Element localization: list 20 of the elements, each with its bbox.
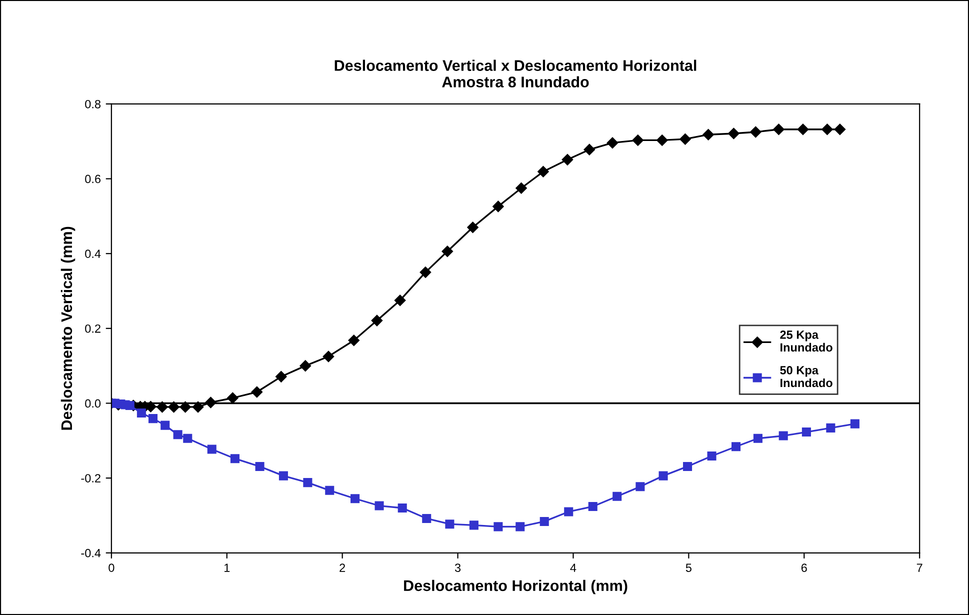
x-tick-label: 4 [570, 564, 576, 572]
x-tick-label: 7 [916, 564, 922, 572]
legend-label: 25 Kpa Inundado [780, 330, 832, 352]
chart-title: Deslocamento Vertical x Deslocamento Horizontal Amostra 8 Inundado [334, 60, 696, 88]
y-tick-label: 0.4 [85, 250, 101, 258]
y-tick-label: 0.0 [85, 399, 101, 408]
x-tick-label: 1 [224, 564, 230, 572]
y-tick-label: 0.2 [85, 324, 100, 333]
x-tick-label: 5 [686, 564, 692, 572]
legend-label: 50 Kpa Inundado [780, 366, 832, 388]
y-tick-label: 0.6 [85, 174, 100, 184]
y-axis-title: Deslocamento Vertical (mm) [60, 226, 76, 430]
y-tick-label: -0.4 [81, 548, 101, 558]
x-axis-title: Deslocamento Horizontal (mm) [404, 580, 628, 594]
x-tick-label: 6 [801, 564, 807, 572]
x-tick-label: 0 [108, 564, 114, 572]
y-tick-label: -0.2 [81, 474, 100, 482]
y-tick-label: 0.8 [85, 100, 101, 108]
x-tick-label: 2 [340, 564, 346, 572]
x-tick-label: 3 [454, 564, 461, 572]
